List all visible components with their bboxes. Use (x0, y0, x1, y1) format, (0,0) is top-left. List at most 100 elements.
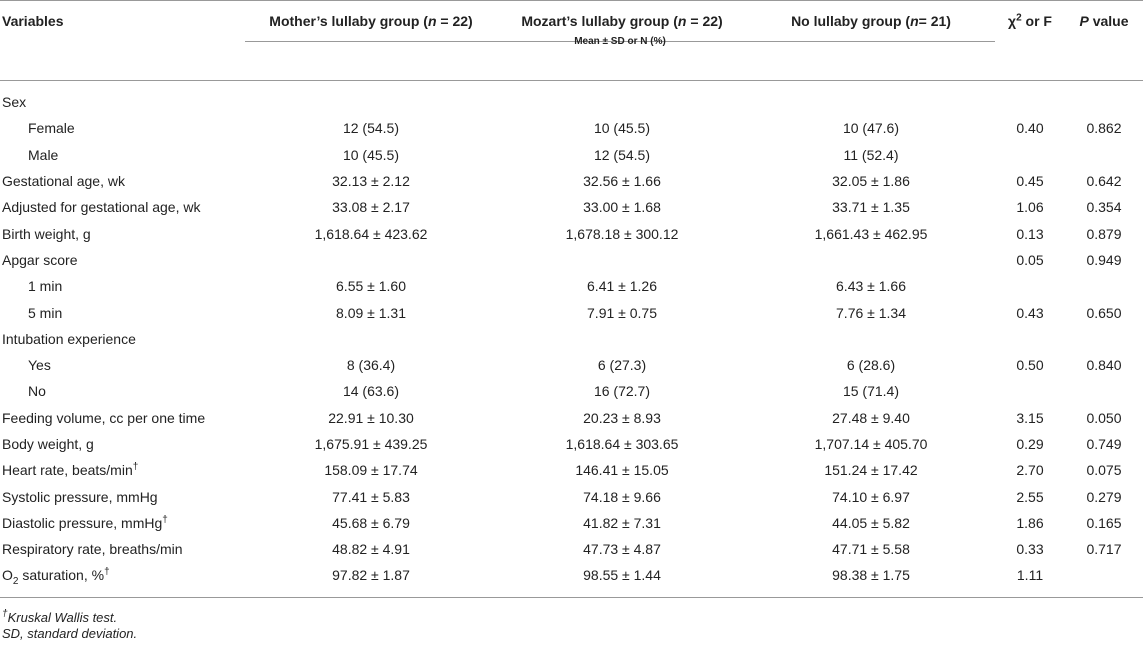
table-cell: 0.717 (1086, 541, 1122, 558)
empty-cell (1065, 562, 1143, 598)
table-cell: 0.075 (1086, 462, 1122, 479)
table-row: Systolic pressure, mmHg 77.41 ± 5.83 74.18… (0, 483, 1143, 509)
table-cell: 47.71 ± 5.58 (832, 541, 910, 558)
text: 5 min (28, 304, 63, 321)
table-cell: 2.70 (1016, 462, 1044, 479)
column-header: Mother’s lullaby group (n = 22) (245, 0, 497, 42)
row-label: 1 min (0, 273, 245, 299)
table-cell: 47.73 ± 4.87 (583, 541, 661, 558)
text: Birth weight, g (2, 225, 91, 242)
table-cell: 27.48 ± 9.40 (832, 409, 910, 426)
header-row: Variables Mother’s lullaby group (n = 22)… (0, 0, 1143, 42)
empty-cell (995, 142, 1065, 168)
text: No lullaby group ( (791, 13, 911, 29)
table: Variables Mother’s lullaby group (n = 22)… (0, 0, 1143, 598)
text: O (2, 567, 13, 584)
table-cell: 44.05 ± 5.82 (832, 514, 910, 531)
table-row: 5 min 8.09 ± 1.31 7.91 ± 0.75 7.76 ± 1.34 0.… (0, 299, 1143, 325)
table-cell: 0.879 (1086, 225, 1122, 242)
empty-cell (1065, 273, 1143, 299)
table-cell: 15 (71.4) (842, 383, 900, 400)
column-header: Mozart’s lullaby group (n = 22) (497, 0, 747, 42)
table-cell: 1.11 (995, 562, 1065, 598)
text: Mozart’s lullaby group ( (521, 13, 678, 29)
table-cell: 0.749 (1086, 436, 1122, 452)
table-row: Diastolic pressure, mmHg† 45.68 ± 6.79 41.… (0, 510, 1143, 536)
empty-cell (1065, 378, 1143, 404)
table-cell: 0.45 (1016, 173, 1044, 190)
column-header: P value (1065, 1, 1143, 42)
table-cell: 0.165 (1086, 514, 1122, 531)
table-cell: 6.41 ± 1.26 (587, 278, 657, 295)
text: No (28, 383, 46, 400)
table-cell: 1,661.43 ± 462.95 (814, 225, 928, 242)
row-label: Intubation experience (0, 326, 245, 352)
table-cell: 0.862 (1086, 120, 1122, 137)
text: = 21) (918, 13, 951, 29)
table-row: Feeding volume, cc per one time 22.91 ± 1… (0, 405, 1143, 431)
text: χ (1008, 13, 1017, 30)
table-cell: 6 (27.3) (597, 357, 647, 374)
blank (995, 41, 1065, 81)
table-cell: 10 (45.5) (593, 120, 651, 137)
table-row: Apgar score 0.05 0.949 (0, 247, 1143, 273)
table-cell: 48.82 ± 4.91 (332, 541, 410, 558)
text: = 22) (436, 13, 473, 29)
text: saturation, % (18, 567, 105, 584)
row-label: Diastolic pressure, mmHg† (0, 510, 245, 536)
empty-cell (995, 326, 1065, 352)
text: Diastolic pressure, mmHg (2, 514, 163, 531)
table-cell: 0.13 (1016, 225, 1044, 242)
text: Heart rate, beats/min (2, 462, 133, 479)
table-cell: 1,618.64 ± 303.65 (565, 436, 679, 452)
table-cell: 20.23 ± 8.93 (583, 409, 661, 426)
empty-cell (995, 273, 1065, 299)
empty-cell (245, 247, 497, 273)
table-cell: 8 (36.4) (346, 357, 396, 374)
row-label: Feeding volume, cc per one time (0, 405, 245, 431)
table-row: Female 12 (54.5) 10 (45.5) 10 (47.6) 0.40 0.8… (0, 115, 1143, 141)
row-label: Gestational age, wk (0, 168, 245, 194)
table-cell: 1.86 (1016, 514, 1044, 531)
table-cell: 0.279 (1086, 488, 1122, 505)
table-cell: 74.18 ± 9.66 (583, 488, 661, 505)
table-row: 1 min 6.55 ± 1.60 6.41 ± 1.26 6.43 ± 1.66 (0, 273, 1143, 299)
table-cell: 33.08 ± 2.17 (332, 199, 410, 216)
footnotes: †Kruskal Wallis test. SD, standard deviat… (0, 608, 1143, 642)
table-cell: 14 (63.6) (342, 383, 400, 400)
text: Feeding volume, cc per one time (2, 409, 206, 426)
text: Male (28, 146, 59, 163)
text: n (910, 13, 919, 29)
table-cell: 0.33 (1016, 541, 1044, 558)
table-cell: 41.82 ± 7.31 (583, 514, 661, 531)
table-row: Adjusted for gestational age, wk 33.08 ± … (0, 194, 1143, 220)
text: † (132, 461, 139, 473)
text: Variables (2, 13, 64, 30)
column-header: Variables (0, 1, 245, 42)
text: n (427, 13, 437, 29)
footnote: SD, standard deviation. (0, 626, 1143, 642)
row-label: Heart rate, beats/min† (0, 457, 245, 483)
text: † (2, 608, 8, 620)
table-cell: 33.00 ± 1.68 (583, 199, 661, 216)
table-cell: 0.650 (1086, 304, 1122, 321)
subheader-row: Mean ± SD or N (%) (0, 37, 1143, 81)
table-cell: 74.10 ± 6.97 (832, 488, 910, 505)
subheader: Mean ± SD or N (%) (245, 37, 995, 81)
text: Body weight, g (2, 436, 94, 452)
text: 2 (1016, 12, 1022, 24)
table-cell: 0.40 (1016, 120, 1044, 137)
table-cell: 12 (54.5) (342, 120, 400, 137)
table-cell: 0.840 (1086, 357, 1122, 374)
table-row: No 14 (63.6) 16 (72.7) 15 (71.4) (0, 378, 1143, 404)
table-cell: 0.949 (1086, 251, 1122, 268)
empty-cell (747, 326, 995, 352)
table-cell: 12 (54.5) (593, 146, 651, 163)
row-label: Body weight, g (0, 431, 245, 457)
table-row: Intubation experience (0, 326, 1143, 352)
empty-cell (747, 247, 995, 273)
table-cell: 32.56 ± 1.66 (583, 173, 661, 190)
row-label: Female (0, 115, 245, 141)
table-cell: 32.13 ± 2.12 (332, 173, 410, 190)
text: Mother’s lullaby group ( (269, 13, 428, 29)
